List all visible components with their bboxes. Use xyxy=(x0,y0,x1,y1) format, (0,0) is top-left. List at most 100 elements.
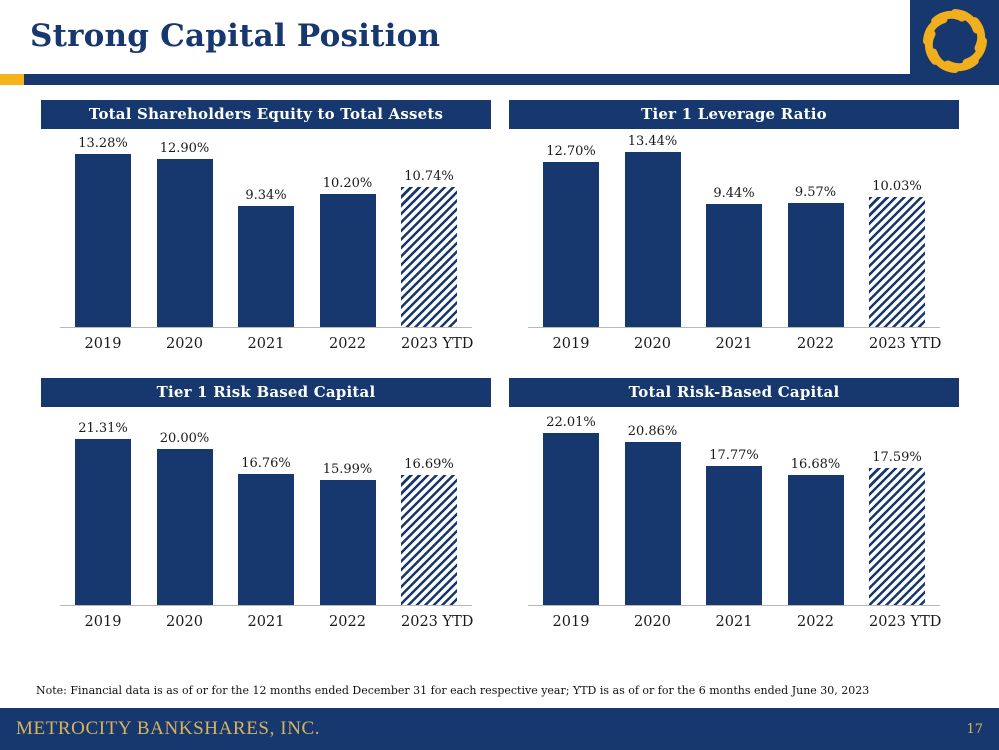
x-axis-label: 2023 YTD xyxy=(869,336,942,352)
x-axis-label: 2022 xyxy=(329,336,366,352)
bar-group: 17.77% xyxy=(706,448,762,605)
plot-area: 21.31% 20.00% 16.76% 15.99% 16.69% xyxy=(60,407,472,606)
bar-group: 13.28% xyxy=(75,136,131,327)
bar xyxy=(238,205,294,327)
bar-value-label: 13.28% xyxy=(78,136,128,152)
bar-value-label: 22.01% xyxy=(546,415,596,431)
footer-company-name: METROCITY BANKSHARES, INC. xyxy=(16,718,321,739)
bar-group: 9.34% xyxy=(238,188,294,327)
bar-group: 12.70% xyxy=(543,144,599,327)
chart-title-bar: Tier 1 Risk Based Capital xyxy=(41,378,491,407)
bar-group: 10.74% xyxy=(401,169,457,327)
bar-group: 21.31% xyxy=(75,421,131,605)
bar xyxy=(238,474,294,605)
page-title: Strong Capital Position xyxy=(30,18,441,54)
x-axis-labels: 2019 2020 2021 2022 2023 YTD xyxy=(528,328,942,352)
bar xyxy=(75,438,131,605)
bar xyxy=(543,161,599,327)
gold-accent-segment xyxy=(0,74,24,85)
x-axis-labels: 2019 2020 2021 2022 2023 YTD xyxy=(60,328,474,352)
bar-value-label: 20.86% xyxy=(627,424,678,440)
x-axis-label: 2022 xyxy=(797,614,834,630)
bar-group: 15.99% xyxy=(319,462,376,605)
bar-group: 16.69% xyxy=(401,457,457,605)
x-axis-labels: 2019 2020 2021 2022 2023 YTD xyxy=(60,606,474,630)
bar-value-label: 10.74% xyxy=(404,169,454,185)
x-axis-label: 2023 YTD xyxy=(401,336,474,352)
bar xyxy=(624,152,681,327)
x-axis-label: 2022 xyxy=(797,336,834,352)
chart-total-shareholders-equity: Total Shareholders Equity to Total Asset… xyxy=(41,100,491,352)
chart-title-bar: Total Risk-Based Capital xyxy=(509,378,959,407)
title-underline-rule xyxy=(0,74,999,85)
bar-value-label: 16.76% xyxy=(241,456,291,472)
bar-value-label: 9.57% xyxy=(794,184,837,200)
bar-value-label: 12.90% xyxy=(159,141,210,157)
x-axis-label: 2021 xyxy=(247,336,285,352)
x-axis-label: 2022 xyxy=(329,614,366,630)
bar-hatched xyxy=(401,474,457,605)
footer-page-number: 17 xyxy=(966,721,983,737)
bar xyxy=(787,474,844,605)
bar-value-label: 13.44% xyxy=(627,134,678,150)
bar-group: 20.86% xyxy=(624,424,681,605)
bar xyxy=(787,202,844,327)
bar-hatched xyxy=(869,467,925,605)
x-axis-label: 2021 xyxy=(247,614,285,630)
bar xyxy=(706,466,762,605)
bar-group: 9.57% xyxy=(787,184,844,327)
bar xyxy=(706,204,762,327)
chart-title-bar: Tier 1 Leverage Ratio xyxy=(509,100,959,129)
bar xyxy=(624,442,681,605)
chart-tier1-leverage-ratio: Tier 1 Leverage Ratio 12.70% 13.44% 9.44% 9… xyxy=(509,100,959,352)
x-axis-labels: 2019 2020 2021 2022 2023 YTD xyxy=(528,606,942,630)
bar-value-label: 9.34% xyxy=(245,187,287,203)
bar-value-label: 17.77% xyxy=(709,448,759,464)
x-axis-label: 2020 xyxy=(634,336,671,352)
bar-value-label: 21.31% xyxy=(78,420,128,436)
bar-group: 22.01% xyxy=(543,415,599,605)
bar-value-label: 17.59% xyxy=(872,449,922,465)
chart-total-risk-based-capital: Total Risk-Based Capital 22.01% 20.86% 17.… xyxy=(509,378,959,630)
bar-value-label: 16.68% xyxy=(790,456,841,472)
x-axis-label: 2019 xyxy=(84,614,122,630)
chart-tier1-risk-based-capital: Tier 1 Risk Based Capital 21.31% 20.00% 16… xyxy=(41,378,491,630)
bar-value-label: 12.70% xyxy=(546,143,596,159)
plot-area: 22.01% 20.86% 17.77% 16.68% 17.59% xyxy=(528,407,940,606)
bar-group: 10.03% xyxy=(869,179,925,327)
x-axis-label: 2023 YTD xyxy=(869,614,942,630)
bar-value-label: 9.44% xyxy=(713,186,755,202)
bar-hatched xyxy=(401,187,457,327)
bar-group: 9.44% xyxy=(706,186,762,327)
x-axis-label: 2019 xyxy=(552,614,590,630)
bar-group: 16.76% xyxy=(238,456,294,605)
bar-group: 16.68% xyxy=(787,456,844,605)
bar-group: 20.00% xyxy=(156,431,213,605)
footnote-text: Note: Financial data is as of or for the… xyxy=(36,684,870,697)
bar-group: 12.90% xyxy=(156,141,213,327)
plot-area: 12.70% 13.44% 9.44% 9.57% 10.03% xyxy=(528,129,940,328)
bar-value-label: 16.69% xyxy=(404,456,454,472)
plot-area: 13.28% 12.90% 9.34% 10.20% 10.74% xyxy=(60,129,472,328)
footer-bar: METROCITY BANKSHARES, INC. 17 xyxy=(0,708,999,750)
charts-grid: Total Shareholders Equity to Total Asset… xyxy=(41,100,959,630)
x-axis-label: 2020 xyxy=(166,336,203,352)
bar xyxy=(156,159,213,327)
bar xyxy=(156,449,213,605)
x-axis-label: 2019 xyxy=(552,336,590,352)
x-axis-label: 2023 YTD xyxy=(401,614,474,630)
bar xyxy=(319,480,376,605)
bar-value-label: 10.20% xyxy=(322,176,373,192)
bar xyxy=(319,194,376,327)
bar-value-label: 15.99% xyxy=(322,462,373,478)
bar-value-label: 20.00% xyxy=(159,431,210,446)
company-logo xyxy=(910,0,999,85)
x-axis-label: 2020 xyxy=(634,614,671,630)
chart-title-bar: Total Shareholders Equity to Total Asset… xyxy=(41,100,491,129)
bar-group: 17.59% xyxy=(869,450,925,605)
bar-hatched xyxy=(869,196,925,327)
metrocity-swirl-icon xyxy=(919,5,991,81)
bar-value-label: 10.03% xyxy=(872,178,922,194)
x-axis-label: 2020 xyxy=(166,614,203,630)
x-axis-label: 2021 xyxy=(715,336,753,352)
